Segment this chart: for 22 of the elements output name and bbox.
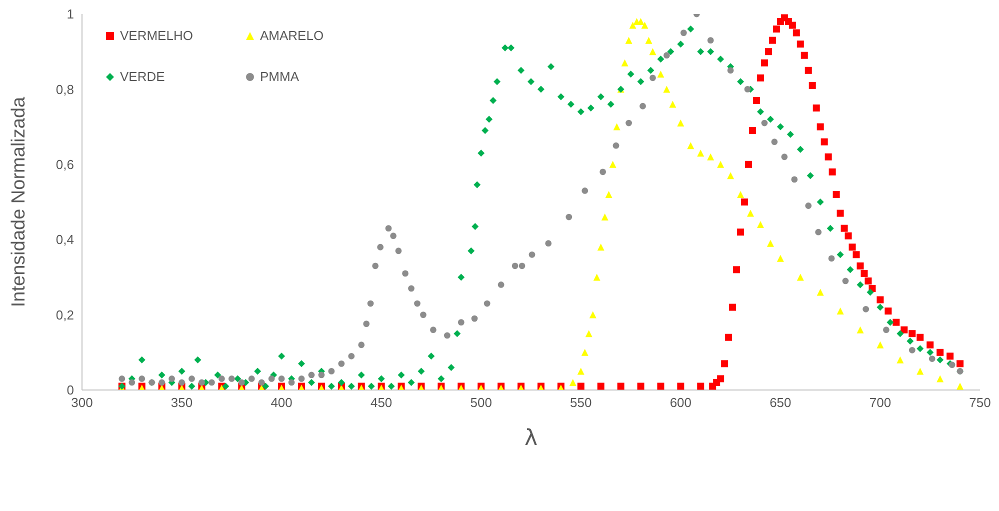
x-axis-title: λ xyxy=(524,426,538,451)
x-tick-label: 700 xyxy=(869,395,892,410)
legend-label: PMMA xyxy=(260,69,299,84)
x-tick-label: 300 xyxy=(71,395,93,410)
x-tick-label: 600 xyxy=(670,395,692,410)
x-tick-label: 650 xyxy=(770,395,792,410)
y-tick-label: 0,4 xyxy=(56,232,74,248)
x-tick-label: 400 xyxy=(270,395,292,410)
x-tick-label: 500 xyxy=(470,395,492,410)
x-tick-label: 450 xyxy=(370,395,392,410)
x-tick-label: 550 xyxy=(570,395,592,410)
legend-label: VERDE xyxy=(120,69,165,84)
y-tick-label: 0,2 xyxy=(56,307,74,322)
legend-label: AMARELO xyxy=(260,28,324,43)
y-axis-title: Intensidade Normalizada xyxy=(8,96,30,308)
y-tick-label: 0,6 xyxy=(56,157,74,172)
legend-label: VERMELHO xyxy=(120,28,193,43)
y-tick-label: 0 xyxy=(66,382,74,398)
x-tick-label: 750 xyxy=(969,395,991,410)
y-tick-label: 1 xyxy=(66,6,74,22)
y-tick-label: 0,8 xyxy=(56,82,74,97)
x-tick-label: 350 xyxy=(170,395,193,410)
